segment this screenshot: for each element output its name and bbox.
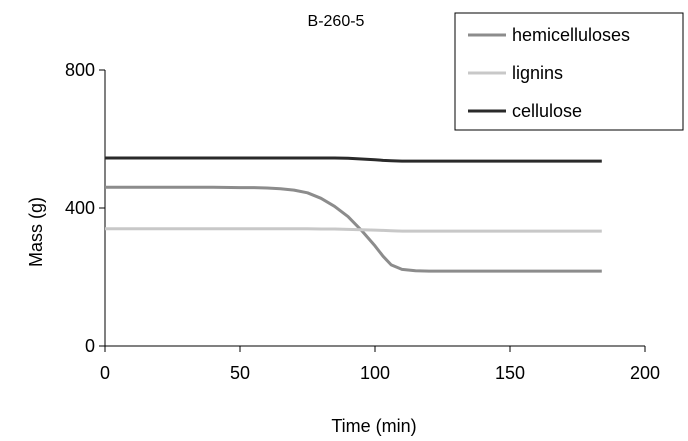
legend-label-hemicelluloses: hemicelluloses (512, 25, 630, 45)
y-axis-title: Mass (g) (26, 197, 46, 267)
chart-title: B-260-5 (308, 13, 365, 30)
legend-label-cellulose: cellulose (512, 101, 582, 121)
y-tick-label: 400 (65, 198, 95, 218)
legend-items: hemicelluloses lignins cellulose (468, 25, 630, 121)
y-ticks: 0 400 800 (65, 60, 105, 356)
legend-label-lignins: lignins (512, 63, 563, 83)
x-tick-label: 50 (230, 363, 250, 383)
series-line-lignins (105, 227, 602, 233)
x-tick-label: 200 (630, 363, 660, 383)
x-tick-label: 100 (360, 363, 390, 383)
x-tick-label: 0 (100, 363, 110, 383)
x-ticks: 0 50 100 150 200 (100, 346, 660, 383)
series-line-hemicelluloses (105, 185, 602, 273)
x-axis-title: Time (min) (331, 416, 416, 436)
legend: hemicelluloses lignins cellulose (454, 12, 684, 131)
series-lines (105, 156, 602, 273)
y-tick-label: 0 (85, 336, 95, 356)
y-tick-label: 800 (65, 60, 95, 80)
series-line-cellulose (105, 156, 602, 163)
x-tick-label: 150 (495, 363, 525, 383)
